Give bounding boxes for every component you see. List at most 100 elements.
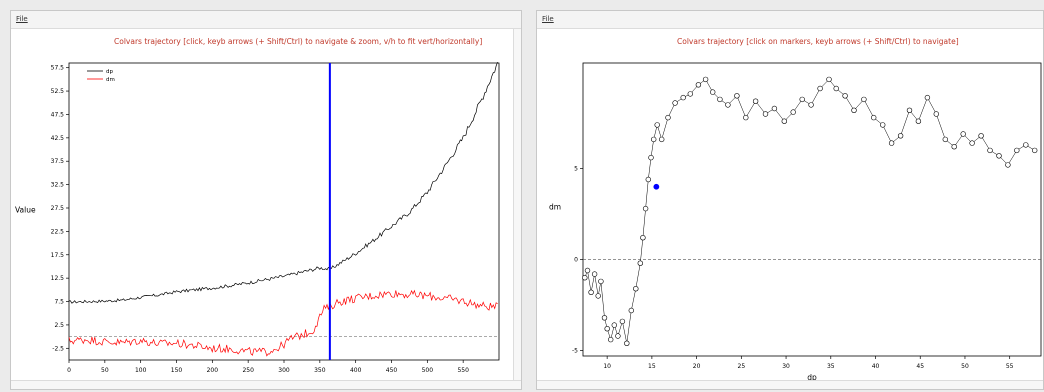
- y-tick-label: 32.5: [51, 182, 65, 189]
- data-point: [969, 140, 975, 146]
- y-axis-label: dm: [549, 203, 561, 212]
- plot-frame: [582, 62, 1042, 357]
- data-point: [654, 122, 660, 128]
- data-point: [987, 147, 993, 154]
- trajectory-window: File Colvars trajectory [click, keyb arr…: [10, 10, 522, 390]
- data-point: [808, 102, 814, 108]
- x-tick-label: 350: [314, 367, 326, 374]
- x-tick-label: 500: [422, 367, 434, 374]
- data-point: [588, 289, 594, 295]
- plot-title: Colvars trajectory [click, keyb arrows (…: [114, 37, 483, 46]
- data-point: [665, 114, 671, 121]
- data-point: [960, 131, 966, 137]
- data-point: [601, 315, 608, 321]
- y-tick-label: 52.5: [51, 88, 65, 95]
- legend-label-dm: dm: [106, 77, 115, 83]
- horizontal-scrollbar[interactable]: [11, 380, 521, 389]
- legend-label-dp: dp: [106, 69, 113, 75]
- data-point: [628, 307, 635, 314]
- data-point: [598, 278, 604, 285]
- y-tick-label: -5: [572, 348, 578, 355]
- data-point: [752, 98, 759, 104]
- line-chart[interactable]: 0 50 100 150 200 250 300 350 400 450 500 550 -2.5 2.5…: [11, 33, 511, 383]
- data-point: [582, 275, 588, 281]
- selected-point: [653, 183, 660, 190]
- data-point: [826, 76, 832, 83]
- data-point: [915, 118, 922, 124]
- data-point: [648, 154, 654, 161]
- data-point: [633, 286, 639, 292]
- data-point: [702, 76, 709, 83]
- data-point: [645, 176, 652, 183]
- data-point: [642, 205, 649, 212]
- data-point: [743, 114, 749, 121]
- file-menu[interactable]: File: [542, 15, 554, 23]
- data-point: [906, 107, 913, 114]
- data-point: [790, 109, 796, 115]
- data-point: [871, 114, 877, 121]
- data-point: [978, 133, 984, 139]
- data-point: [717, 96, 723, 103]
- data-point: [1005, 162, 1011, 168]
- plot-frame: [68, 62, 500, 361]
- data-point: [880, 122, 886, 128]
- data-point: [591, 271, 598, 277]
- menu-bar: File: [537, 11, 1043, 29]
- trajectory-path: [584, 79, 1035, 344]
- x-axis-label: dp: [807, 373, 817, 382]
- x-tick-label: 200: [207, 367, 219, 374]
- data-point: [584, 267, 591, 274]
- x-tick-label: 25: [738, 363, 746, 370]
- data-point: [833, 85, 839, 92]
- data-point: [996, 153, 1002, 159]
- correlation-window: File Colvars trajectory [click on marker…: [536, 10, 1044, 390]
- x-tick-label: 250: [242, 367, 254, 374]
- scatter-chart[interactable]: 10 15 20 25 30 35 40 45 50 55 -5 0 5 dp dm: [537, 33, 1044, 383]
- data-point: [734, 93, 740, 99]
- data-point: [637, 260, 644, 266]
- x-tick-label: 50: [961, 363, 969, 370]
- vertical-scrollbar[interactable]: [513, 29, 521, 381]
- data-point: [897, 133, 904, 139]
- data-point: [924, 94, 931, 101]
- x-tick-label: 10: [603, 363, 611, 370]
- data-point: [725, 102, 731, 108]
- y-tick-label: 47.5: [51, 111, 65, 118]
- data-point: [951, 143, 957, 150]
- data-point: [1032, 147, 1038, 154]
- y-tick-label: 17.5: [51, 252, 65, 259]
- data-point: [607, 336, 614, 343]
- x-tick-label: 450: [386, 367, 398, 374]
- y-tick-label: 42.5: [51, 135, 65, 142]
- data-point: [933, 111, 939, 117]
- file-menu[interactable]: File: [16, 15, 28, 23]
- data-point: [1023, 142, 1029, 148]
- data-point: [604, 326, 610, 332]
- horizontal-scrollbar[interactable]: [537, 380, 1043, 389]
- series-line-dp: [68, 61, 498, 304]
- data-point: [619, 318, 626, 325]
- x-tick-label: 300: [278, 367, 290, 374]
- x-tick-label: 50: [101, 367, 109, 374]
- x-tick-label: 35: [827, 363, 835, 370]
- y-tick-label: 7.5: [54, 299, 64, 306]
- data-point: [781, 118, 788, 124]
- data-point: [888, 140, 895, 146]
- data-point: [680, 94, 686, 101]
- y-tick-label: 2.5: [54, 322, 64, 329]
- data-point: [1014, 147, 1020, 154]
- data-point: [799, 96, 805, 103]
- data-point: [842, 93, 848, 99]
- data-point: [672, 100, 678, 106]
- x-tick-label: 100: [135, 367, 147, 374]
- y-tick-label: 22.5: [51, 228, 65, 235]
- menu-bar: File: [11, 11, 521, 29]
- data-point: [687, 91, 694, 97]
- series-line-dm: [68, 289, 498, 357]
- data-point: [762, 111, 769, 117]
- data-point: [771, 105, 778, 112]
- data-point: [650, 136, 657, 143]
- data-point: [817, 85, 823, 92]
- y-tick-label: 57.5: [51, 65, 65, 72]
- plot-title: Colvars trajectory [click on markers, ke…: [677, 37, 959, 46]
